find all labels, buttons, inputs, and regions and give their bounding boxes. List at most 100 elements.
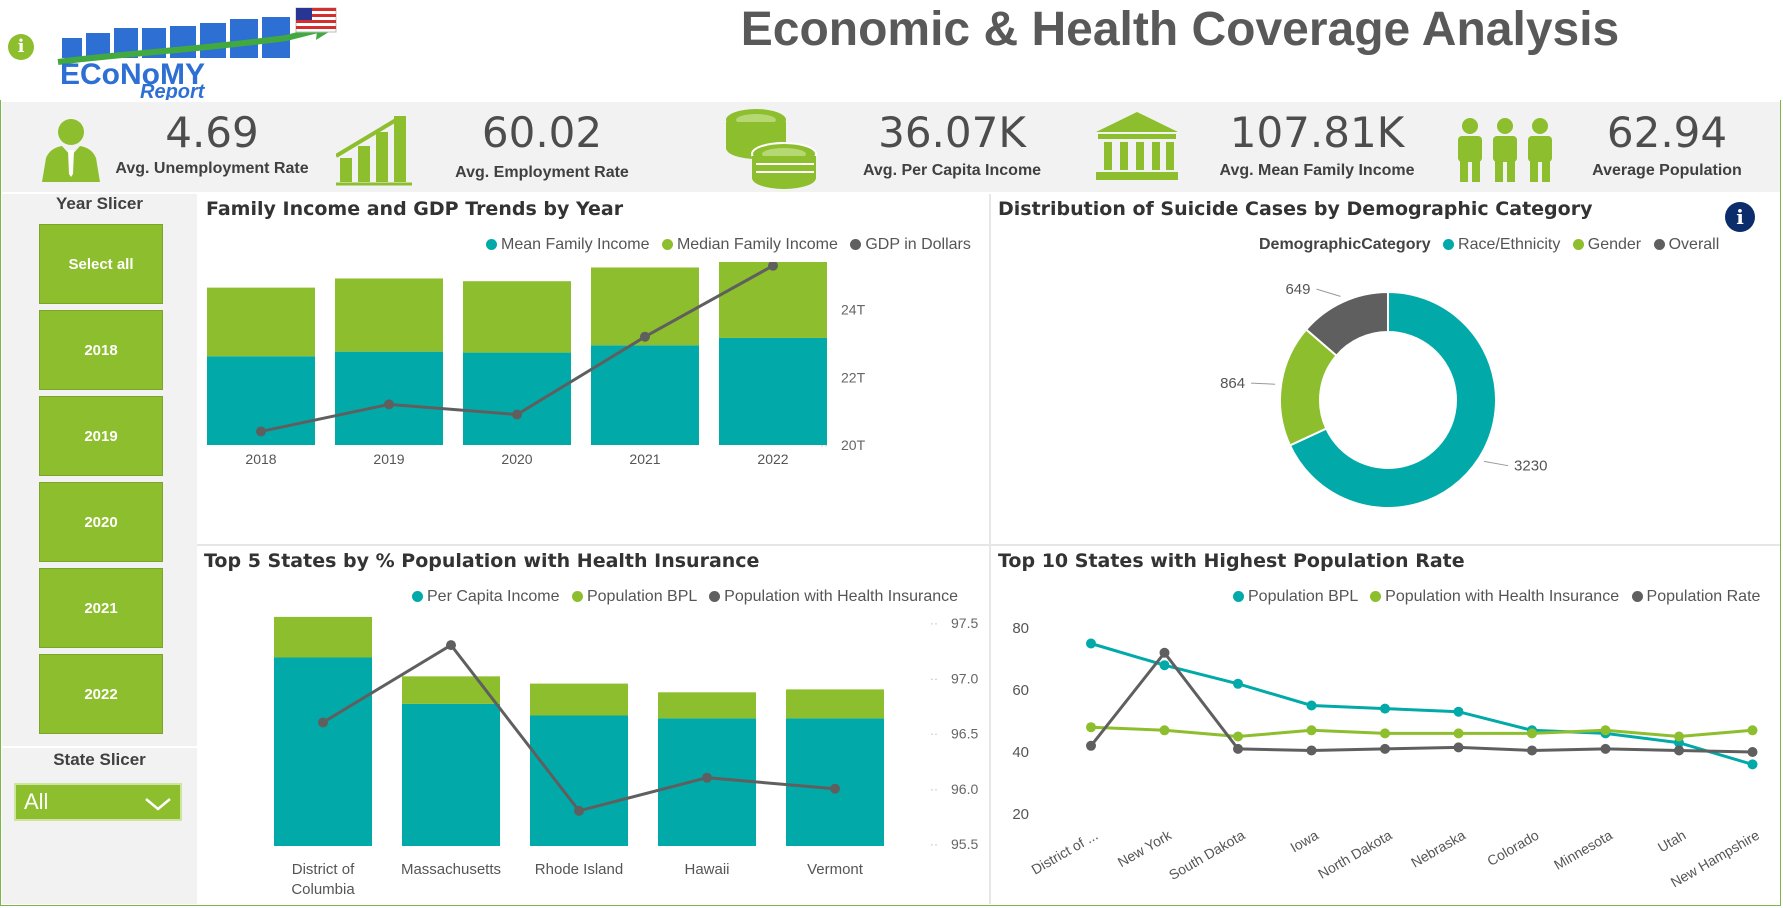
year-button-2022[interactable]: 2022 bbox=[39, 654, 163, 734]
bar bbox=[274, 657, 372, 846]
year-button-2021[interactable]: 2021 bbox=[39, 568, 163, 648]
donut-slice bbox=[1288, 290, 1497, 509]
chart-title-suicide: Distribution of Suicide Cases by Demogra… bbox=[998, 198, 1593, 220]
panel-separator bbox=[989, 194, 991, 904]
x-tick-label: 2020 bbox=[501, 451, 532, 467]
data-point bbox=[574, 805, 584, 816]
legend-label: Population with Health Insurance bbox=[1385, 588, 1620, 605]
x-tick-label: Rhode Island bbox=[535, 861, 623, 878]
data-point bbox=[1159, 660, 1170, 671]
data-point bbox=[1453, 728, 1464, 739]
year-button-2018[interactable]: 2018 bbox=[39, 310, 163, 390]
bar bbox=[530, 715, 628, 846]
kpi-unemployment-value: 4.69 bbox=[165, 108, 259, 157]
x-tick-label: District of ... bbox=[1028, 827, 1100, 878]
data-point bbox=[830, 783, 840, 794]
axis-tick-label: 96.0 bbox=[951, 781, 978, 797]
data-point bbox=[384, 399, 394, 410]
legend-dot-icon bbox=[850, 239, 862, 250]
kpi-per-capita-label: Avg. Per Capita Income bbox=[862, 162, 1042, 179]
donut-slice bbox=[1304, 290, 1389, 358]
legend-dot-icon bbox=[412, 591, 423, 602]
data-point bbox=[1086, 638, 1096, 649]
year-button-2020[interactable]: 2020 bbox=[39, 482, 163, 562]
logo-text: ECoNoMY bbox=[60, 58, 205, 91]
legend-dot-icon bbox=[1370, 591, 1382, 602]
people-icon bbox=[1458, 118, 1552, 182]
kpi-employment-label: Avg. Employment Rate bbox=[455, 164, 629, 181]
bar bbox=[719, 262, 827, 338]
info-icon[interactable]: i bbox=[8, 34, 34, 60]
logo-arrow-icon bbox=[57, 27, 319, 65]
legend-dot-icon bbox=[486, 239, 497, 250]
bank-icon bbox=[1096, 112, 1178, 180]
chart-title-family-income: Family Income and GDP Trends by Year bbox=[206, 198, 624, 220]
leader-line bbox=[1251, 382, 1276, 385]
gridline-marker: ·· bbox=[930, 671, 938, 685]
data-label: 649 bbox=[1285, 281, 1310, 298]
legend-dot-icon bbox=[1443, 239, 1455, 250]
gridline-marker: ·· bbox=[930, 616, 938, 630]
series-line bbox=[1090, 642, 1753, 766]
x-tick-label: Vermont bbox=[807, 861, 864, 878]
data-point bbox=[702, 772, 712, 783]
kpi-band: 4.69 Avg. Unemployment Rate 60.02 Avg. E… bbox=[2, 102, 1780, 192]
axis-tick-label: 20 bbox=[1012, 806, 1029, 823]
legend-label: Gender bbox=[1587, 236, 1642, 253]
legend-label: Population BPL bbox=[1248, 588, 1358, 605]
data-point bbox=[1380, 703, 1390, 714]
flag-icon bbox=[295, 7, 337, 33]
axis-tick-label: 24T bbox=[841, 302, 866, 318]
year-button-select-all[interactable]: Select all bbox=[39, 224, 163, 304]
data-point bbox=[768, 262, 778, 271]
x-tick-label: Minnesota bbox=[1551, 827, 1615, 873]
state-dropdown[interactable]: All bbox=[14, 783, 182, 821]
bar bbox=[402, 676, 500, 704]
data-point bbox=[1306, 745, 1317, 756]
year-button-2019[interactable]: 2019 bbox=[39, 396, 163, 476]
chevron-down-icon bbox=[145, 798, 171, 811]
leader-line bbox=[1316, 288, 1341, 297]
data-point bbox=[1233, 678, 1243, 689]
bar bbox=[402, 703, 500, 846]
legend-label: Per Capita Income bbox=[427, 588, 560, 605]
x-tick-label: Massachusetts bbox=[401, 861, 501, 878]
gridline-marker: ·· bbox=[930, 727, 938, 741]
axis-tick-label: 97.0 bbox=[951, 670, 978, 686]
data-point bbox=[1747, 747, 1758, 757]
data-point bbox=[1380, 743, 1390, 754]
logo-bar-icon bbox=[62, 38, 82, 58]
x-tick-label: Nebraska bbox=[1408, 827, 1468, 871]
bar bbox=[719, 337, 827, 445]
x-tick-label: Utah bbox=[1655, 827, 1689, 856]
axis-tick-label: 40 bbox=[1012, 744, 1029, 761]
data-point bbox=[1674, 731, 1684, 742]
data-point bbox=[318, 717, 328, 728]
kpi-population-value: 62.94 bbox=[1606, 108, 1728, 157]
legend-label: GDP in Dollars bbox=[865, 236, 971, 253]
data-point bbox=[1600, 725, 1611, 736]
legend-label: Population with Health Insurance bbox=[724, 588, 959, 605]
legend-dot-icon bbox=[1572, 239, 1584, 250]
legend-dot-icon bbox=[1653, 239, 1665, 250]
chart-title-health-insurance: Top 5 States by % Population with Health… bbox=[204, 550, 760, 572]
axis-tick-label: 96.5 bbox=[951, 726, 978, 742]
x-tick-label: New York bbox=[1115, 826, 1175, 870]
data-point bbox=[1527, 745, 1537, 756]
data-point bbox=[512, 409, 522, 420]
gridline-marker: ·· bbox=[930, 782, 938, 796]
info-icon[interactable]: i bbox=[1725, 202, 1755, 232]
series-line bbox=[1090, 725, 1753, 739]
data-point bbox=[1159, 725, 1170, 736]
panel-separator bbox=[197, 544, 1780, 546]
data-point bbox=[1233, 743, 1243, 754]
legend-suicide: DemographicCategory Race/Ethnicity Gende… bbox=[1259, 236, 1719, 254]
kpi-per-capita-value: 36.07K bbox=[878, 108, 1026, 157]
bar bbox=[786, 689, 884, 719]
bar bbox=[463, 352, 571, 445]
data-point bbox=[1453, 742, 1464, 753]
kpi-unemployment-label: Avg. Unemployment Rate bbox=[115, 160, 309, 177]
chart-title-population-rate: Top 10 States with Highest Population Ra… bbox=[998, 550, 1465, 572]
